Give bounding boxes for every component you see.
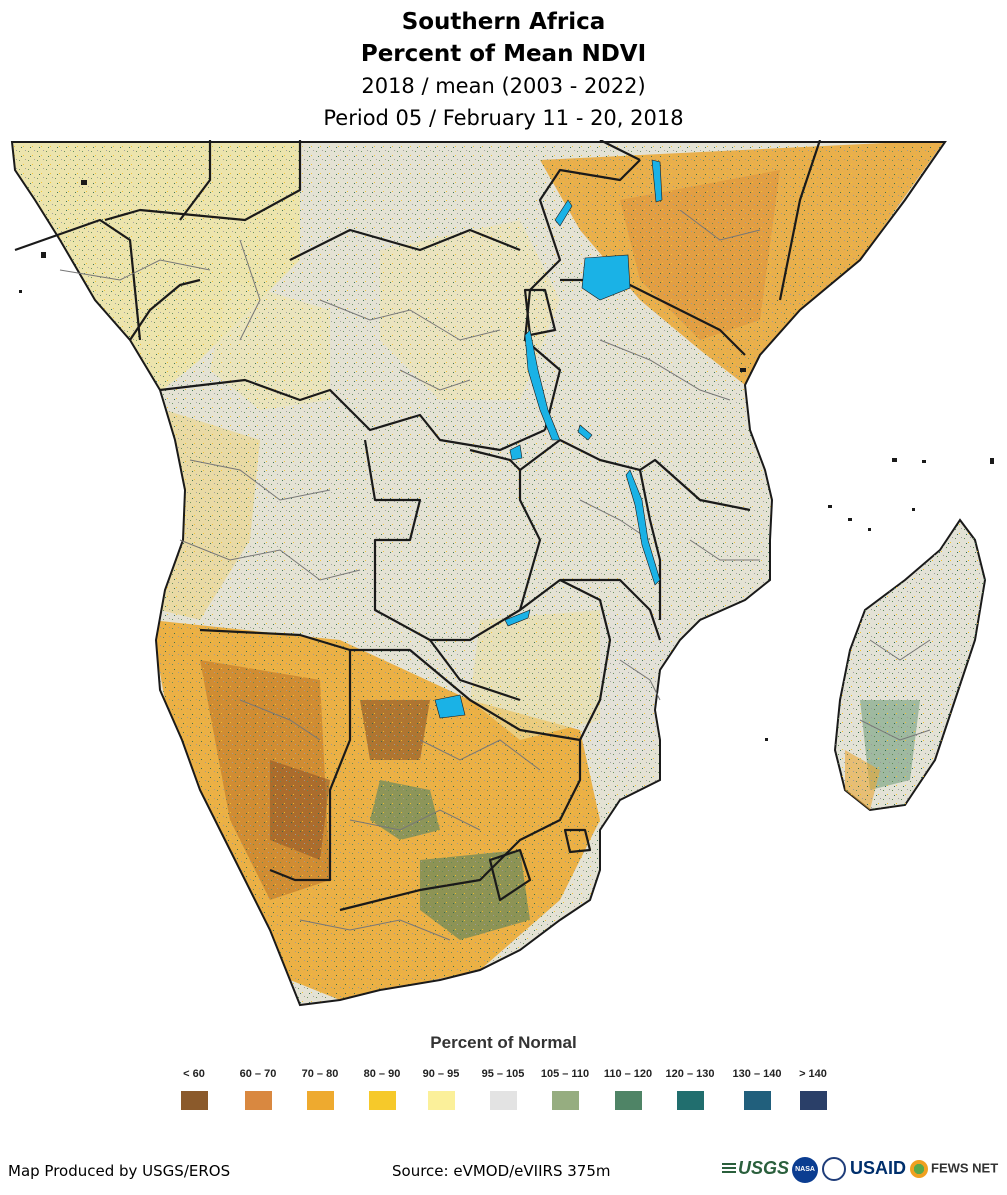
- data-source: Source: eVMOD/eVIIRS 375m: [392, 1162, 611, 1180]
- water-bodies: [434, 159, 663, 719]
- period-subtitle: Period 05 / February 11 - 20, 2018: [323, 106, 684, 130]
- legend-swatch: [369, 1091, 396, 1110]
- usaid-logo: USAID: [850, 1158, 907, 1178]
- lake-kariba: [504, 609, 531, 627]
- legend-swatch: [744, 1091, 771, 1110]
- lake-tanganyika: [524, 329, 561, 441]
- product-title: Percent of Mean NDVI: [360, 41, 647, 67]
- lake-turkana: [651, 159, 663, 203]
- legend-label: 60 – 70: [239, 1068, 277, 1080]
- legend-label: 90 – 95: [422, 1068, 460, 1080]
- ndvi-map: [10, 140, 994, 1007]
- lake-mweru: [509, 444, 523, 461]
- usgs-logo-text: USGS: [738, 1158, 790, 1178]
- legend-swatch: [307, 1091, 334, 1110]
- legend-label: 105 – 110: [540, 1068, 590, 1080]
- lake-victoria: [581, 254, 631, 301]
- partner-logos: USGS NASA USAID FEWS NET: [722, 1156, 1002, 1188]
- legend-swatch: [800, 1091, 827, 1110]
- legend-label: < 60: [183, 1068, 205, 1080]
- nasa-logo: NASA: [792, 1157, 818, 1183]
- producer-credit: Map Produced by USGS/EROS: [8, 1162, 231, 1180]
- region-title: Southern Africa: [401, 9, 606, 35]
- fewsnet-logo: FEWS NET: [910, 1160, 998, 1178]
- legend-swatch: [677, 1091, 704, 1110]
- legend-label: 95 – 105: [481, 1068, 525, 1080]
- map-title-block: Southern Africa Percent of Mean NDVI 201…: [0, 6, 1007, 134]
- fewsnet-logo-text: FEWS NET: [931, 1160, 999, 1176]
- lake-malawi: [625, 469, 661, 586]
- usgs-logo: USGS: [722, 1158, 789, 1179]
- legend-swatch: [490, 1091, 517, 1110]
- legend-label: 80 – 90: [363, 1068, 401, 1080]
- map-land-fill: [12, 142, 945, 1005]
- legend-swatch: [428, 1091, 455, 1110]
- legend-swatch: [615, 1091, 642, 1110]
- legend-title: Percent of Normal: [430, 1033, 577, 1052]
- madagascar: [833, 518, 987, 812]
- state-dept-seal: [822, 1157, 846, 1181]
- legend-swatch: [552, 1091, 579, 1110]
- comoros-seychelles-islands: [19, 180, 994, 741]
- legend-label: 130 – 140: [732, 1068, 782, 1080]
- legend-label: 70 – 80: [301, 1068, 339, 1080]
- mainland-coastline: [10, 141, 947, 1007]
- legend-label: 110 – 120: [603, 1068, 653, 1080]
- comparison-subtitle: 2018 / mean (2003 - 2022): [361, 74, 646, 98]
- lake-albert: [554, 199, 573, 227]
- legend-swatch: [245, 1091, 272, 1110]
- okavango-delta: [434, 694, 466, 719]
- legend-label: 120 – 130: [665, 1068, 715, 1080]
- country-borders: [14, 140, 822, 912]
- legend-swatch: [181, 1091, 208, 1110]
- lake-rukwa: [577, 424, 593, 441]
- legend-label: > 140: [799, 1068, 827, 1080]
